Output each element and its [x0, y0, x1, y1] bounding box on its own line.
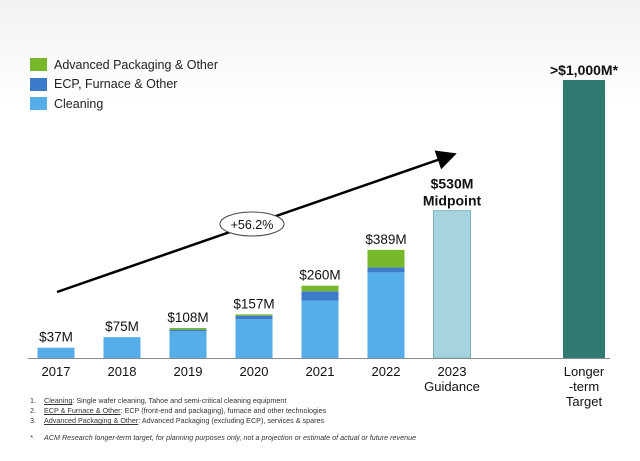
legend-label-packaging: Advanced Packaging & Other: [54, 57, 218, 72]
x-tick-label-3-0: 2020: [240, 364, 269, 379]
footnote-star-text: ACM Research longer-term target, for pla…: [44, 433, 417, 442]
cagr-bubble: [219, 211, 285, 237]
footnote-term: ECP & Furnace & Other: [44, 406, 121, 415]
footnotes: 1. Cleaning : Single wafer cleaning, Tah…: [30, 396, 416, 443]
value-label-2021: $260M: [299, 268, 340, 283]
legend-swatch-packaging: [30, 58, 47, 72]
bar-2018-cleaning: [103, 337, 141, 358]
bar-2022-ecp: [367, 267, 405, 273]
value-label-2020: $157M: [233, 296, 274, 311]
footnote-term: Advanced Packaging & Other: [44, 416, 139, 425]
footnote-number: 2.: [30, 406, 36, 415]
bar-2019-cleaning: [169, 331, 207, 358]
footnote-term: Cleaning: [44, 396, 73, 405]
value-label-2017: $37M: [39, 330, 73, 345]
bar-2019-packaging: [169, 327, 207, 330]
x-tick-label-7-2: Target: [566, 394, 603, 409]
value-label-2019: $108M: [167, 310, 208, 325]
footnote-1: 1. Cleaning : Single wafer cleaning, Tah…: [30, 396, 416, 406]
bar-2022-cleaning: [367, 272, 405, 358]
value-label-2018: $75M: [105, 319, 139, 334]
legend-label-ecp: ECP, Furnace & Other: [54, 77, 178, 92]
footnote-star-mark: *: [30, 433, 33, 442]
x-tick-label-7-1: -term: [569, 379, 599, 394]
value-label-longer-term-target: >$1,000M*: [550, 62, 619, 78]
value-label-2023-guidance: $530M: [431, 176, 474, 192]
bar-2022-packaging: [367, 249, 405, 268]
x-tick-label-6-1: Guidance: [424, 379, 480, 394]
legend-item-cleaning: Cleaning: [30, 94, 218, 114]
bar-2021-ecp: [301, 291, 339, 301]
legend-swatch-ecp: [30, 77, 47, 91]
footnote-2: 2. ECP & Furnace & Other : ECP (front-en…: [30, 406, 416, 416]
bar-2023-guidance: [433, 210, 471, 359]
footnote-text: : Advanced Packaging (excluding ECP), se…: [138, 416, 325, 425]
x-tick-label-2-0: 2019: [174, 364, 203, 379]
x-tick-label-0-0: 2017: [42, 364, 71, 379]
value-label-2022: $389M: [365, 232, 406, 247]
footnote-text: : ECP (front-end and packaging), furnace…: [120, 406, 327, 415]
x-tick-label-5-0: 2022: [372, 364, 401, 379]
footnote-number: 1.: [30, 396, 36, 405]
bar-2020-ecp: [235, 315, 273, 320]
footnote-number: 3.: [30, 416, 36, 425]
value-label-midpoint: Midpoint: [423, 193, 482, 209]
legend-item-packaging: Advanced Packaging & Other: [30, 55, 218, 75]
chart-legend: Advanced Packaging & Other ECP, Furnace …: [30, 55, 218, 114]
x-tick-label-1-0: 2018: [108, 364, 137, 379]
footnote-3: 3. Advanced Packaging & Other : Advanced…: [30, 416, 416, 426]
bar-2019-ecp: [169, 329, 207, 332]
x-tick-label-6-0: 2023: [438, 364, 467, 379]
x-tick-label-4-0: 2021: [306, 364, 335, 379]
legend-swatch-cleaning: [30, 97, 47, 111]
bar-2020-packaging: [235, 314, 273, 316]
footnote-text: : Single wafer cleaning, Tahoe and semi-…: [72, 396, 287, 405]
footnote-star: * ACM Research longer-term target, for p…: [30, 433, 416, 443]
bar-2021-cleaning: [301, 300, 339, 358]
bar-2020-cleaning: [235, 319, 273, 358]
x-tick-label-7-0: Longer: [564, 364, 605, 379]
bar-2021-packaging: [301, 285, 339, 292]
legend-item-ecp: ECP, Furnace & Other: [30, 75, 218, 95]
cagr-label: +56.2%: [231, 218, 274, 232]
bar-longer-term-target: [563, 80, 605, 358]
bar-2017-cleaning: [37, 347, 75, 358]
legend-label-cleaning: Cleaning: [54, 96, 104, 111]
